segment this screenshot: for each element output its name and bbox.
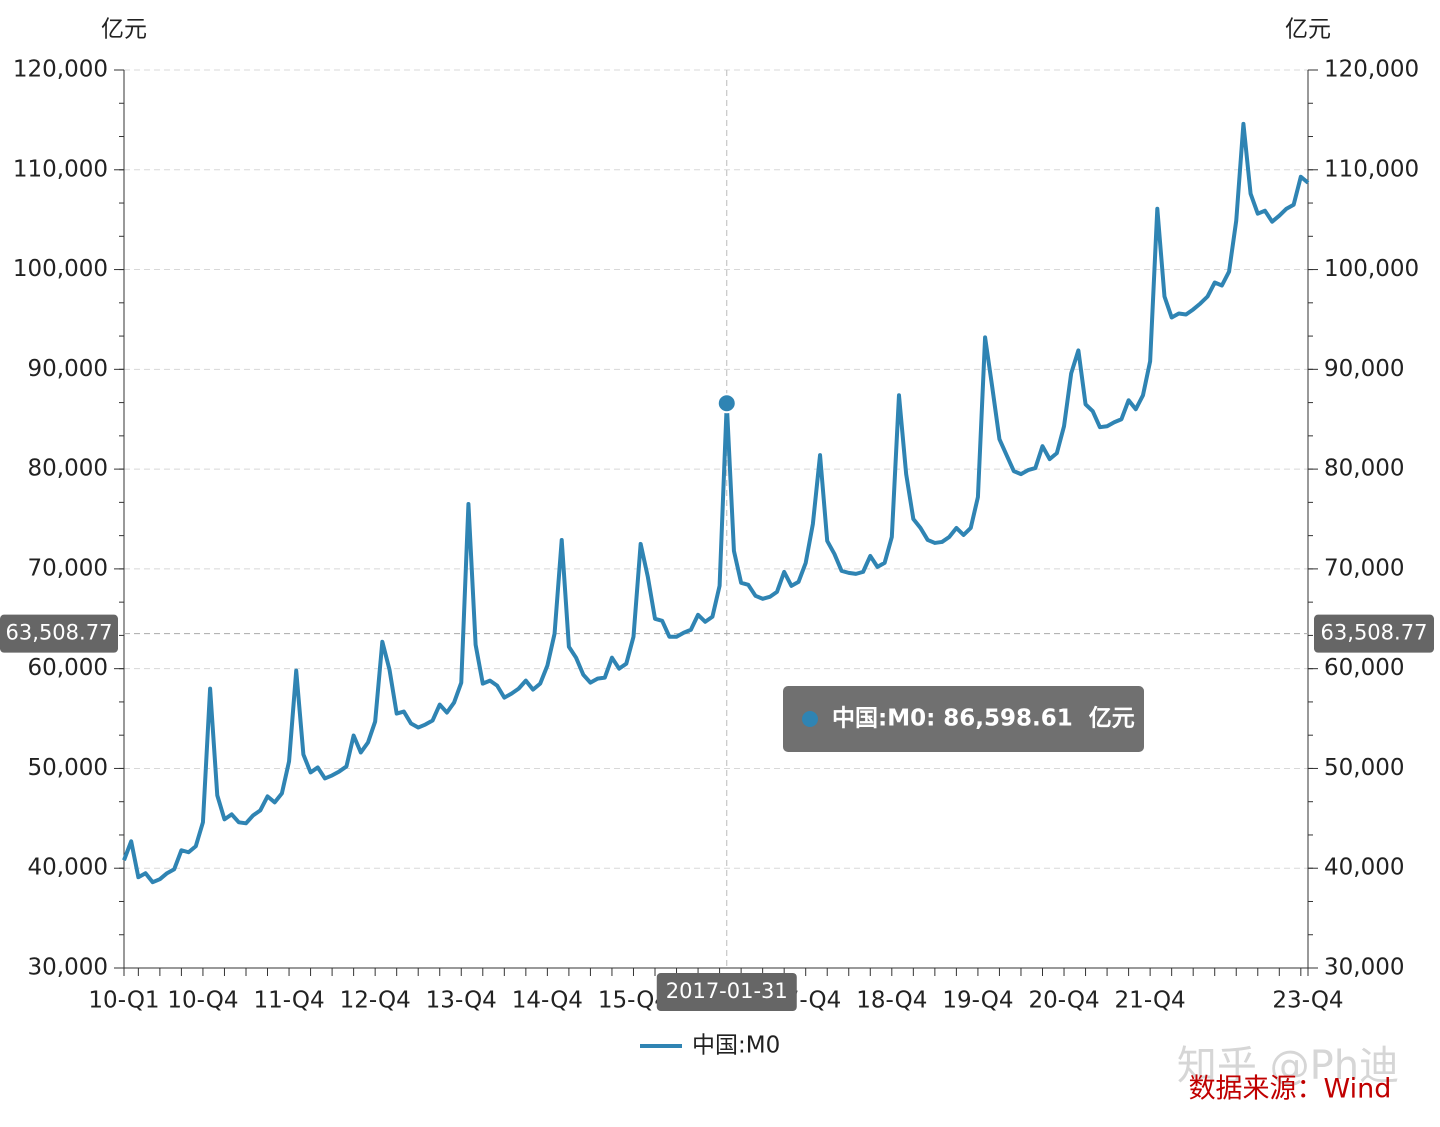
x-tick-label: 14-Q4	[512, 988, 583, 1014]
y2-tick-label: 90,000	[1324, 356, 1404, 382]
y-tick-label: 100,000	[13, 256, 108, 282]
line-series	[122, 121, 1310, 885]
y2-tick-label: 70,000	[1324, 555, 1404, 581]
source: 数据来源：Wind	[1189, 1074, 1392, 1105]
x-tick-label: 21-Q4	[1115, 988, 1186, 1014]
x-tick-label: 11-Q4	[253, 988, 324, 1014]
tooltip-dot	[802, 711, 818, 727]
y2-tick-label: 110,000	[1324, 156, 1419, 182]
y2-tick-label: 120,000	[1324, 57, 1419, 83]
watermark: 知乎 @Ph迪	[1177, 1043, 1399, 1089]
y2-tick-label: 50,000	[1324, 755, 1404, 781]
pointer-x-label-bg	[656, 973, 797, 1011]
y-tick-label: 50,000	[28, 755, 108, 781]
y-tick-label: 120,000	[13, 57, 108, 83]
pointer-y-label-bg	[0, 614, 118, 653]
pointer-y2-label-bg	[1314, 614, 1434, 653]
y2-unit: 亿元	[1285, 17, 1331, 43]
tooltip-bg	[783, 686, 1144, 752]
x-tick-label: 18-Q4	[856, 988, 927, 1014]
x-tick-label: 19-Q4	[942, 988, 1013, 1014]
x-tick-label: 10-Q4	[167, 988, 238, 1014]
y-tick-label: 90,000	[28, 356, 108, 382]
y-tick-label: 40,000	[28, 855, 108, 881]
legend-label[interactable]: 中国:M0	[692, 1033, 780, 1059]
y-tick-label: 60,000	[28, 655, 108, 681]
y-tick-label: 30,000	[28, 955, 108, 981]
y2-tick-label: 60,000	[1324, 655, 1404, 681]
y-tick-label: 70,000	[28, 555, 108, 581]
pointer-y2-label: 63,508.77	[1321, 621, 1428, 645]
y-unit: 亿元	[101, 17, 147, 43]
y2-tick-label: 80,000	[1324, 456, 1404, 482]
x-tick-label: 23-Q4	[1272, 988, 1343, 1014]
y2-tick-label: 100,000	[1324, 256, 1419, 282]
x-tick-label: 10-Q1	[88, 988, 159, 1014]
x-tick-label: 20-Q4	[1028, 988, 1099, 1014]
y2-tick-label: 30,000	[1324, 955, 1404, 981]
x-tick-label: 13-Q4	[426, 988, 497, 1014]
x-tick-label: 12-Q4	[340, 988, 411, 1014]
y-tick-label: 80,000	[28, 456, 108, 482]
pointer-x-label: 2017-01-31	[666, 979, 788, 1003]
hover-point	[716, 393, 737, 414]
y2-tick-label: 40,000	[1324, 855, 1404, 881]
pointer-y-label: 63,508.77	[6, 621, 113, 645]
tooltip-text: 中国:M0: 86,598.61 亿元	[832, 706, 1135, 732]
y-tick-label: 110,000	[13, 156, 108, 182]
